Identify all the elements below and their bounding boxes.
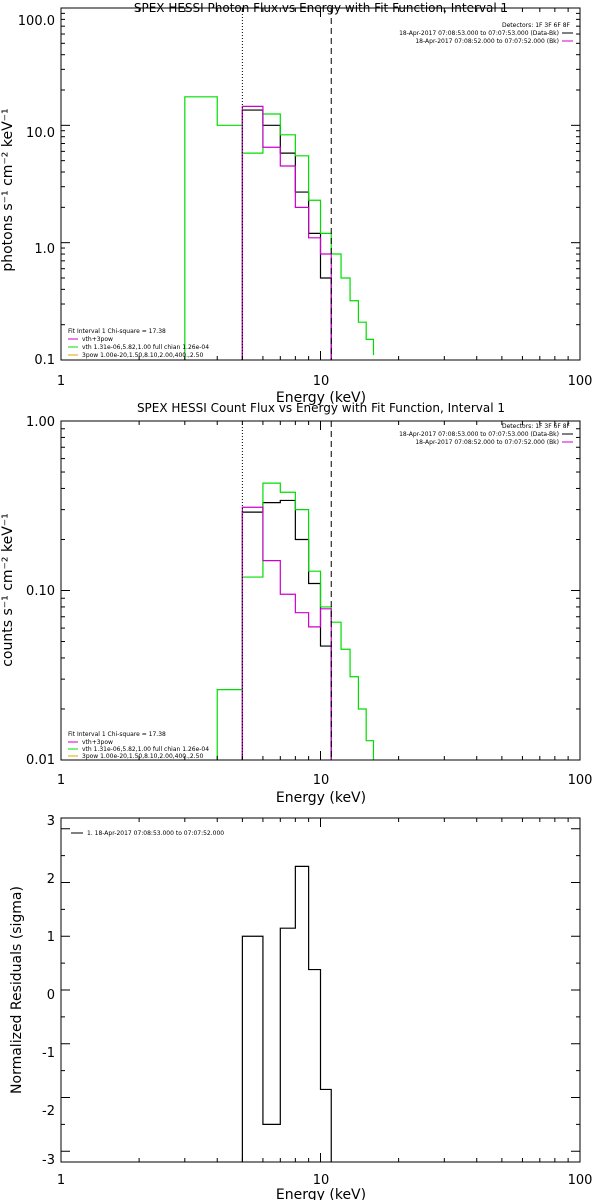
panel2-vlines (241, 421, 332, 760)
panel1-legend-data-bk: 18-Apr-2017 07:08:53.000 to 07:07:53.000… (399, 30, 559, 37)
panel3-y-tick-2: 2 (47, 872, 55, 887)
residuals-panel: 3 2 1 0 -1 -2 -3 1 10 100 Energy (keV) N… (9, 814, 592, 1200)
panel2-x-tick-100: 100 (568, 773, 593, 788)
panel2-y-tick-0.10: 0.10 (26, 584, 55, 599)
panel1-y-label: photons s⁻¹ cm⁻² keV⁻¹ (0, 108, 16, 271)
panel3-x-tick-100: 100 (568, 1173, 593, 1188)
panel2-series-1-step (216, 482, 375, 760)
panel1-series (184, 96, 375, 360)
panel1-series-1-step (184, 96, 375, 360)
panel2-legend-data-bk: 18-Apr-2017 07:08:53.000 to 07:07:53.000… (399, 431, 559, 438)
panel2-series-0-step (241, 499, 332, 760)
panel2-legend-fit-interval: Fit Interval 1 Chi-square = 17.38 (68, 731, 166, 738)
panel1-axes (60, 7, 581, 361)
panel1-y-tick-1.0: 1.0 (34, 242, 55, 257)
panel3-y-tick-minus1: -1 (42, 1046, 55, 1061)
panel2-y-label: counts s⁻¹ cm⁻² keV⁻¹ (0, 513, 16, 667)
panel3-legend: 1. 18-Apr-2017 07:08:53.000 to 07:07:52.… (71, 830, 224, 837)
panel1-series-2-step (241, 105, 332, 360)
panel1-x-tick-1: 1 (57, 374, 65, 389)
panel1-y-tick-0.1: 0.1 (34, 353, 55, 368)
panel1-legend-3pow: 3pow 1.00e-20,1.50,8.10,2.00,400.,2.50 (82, 352, 203, 359)
panel3-y-label: Normalized Residuals (sigma) (9, 886, 25, 1094)
panel2-axes (60, 420, 581, 761)
photon-flux-panel: SPEX HESSI Photon Flux vs Energy with Fi… (0, 1, 592, 406)
panel3-series (241, 865, 332, 1162)
panel1-vlines (241, 8, 332, 360)
panel2-y-tick-1.00: 1.00 (26, 415, 55, 430)
panel1-y-tick-100.0: 100.0 (18, 14, 55, 29)
panel1-frame (60, 7, 581, 361)
panel2-legend-vth3pow: vth+3pow (82, 739, 113, 746)
panel2-x-tick-1: 1 (57, 773, 65, 788)
panel2-y-tick-0.01: 0.01 (26, 753, 55, 768)
panel1-legend-bk: 18-Apr-2017 07:08:52.000 to 07:07:52.000… (415, 38, 559, 45)
panel2-legend-vth: vth 1.31e-06,5.82,1.00 full chian 1.26e-… (82, 746, 209, 753)
panel1-series-0-step (241, 109, 332, 360)
panel1-x-label: Energy (keV) (276, 390, 366, 406)
panel3-axes (60, 817, 581, 1163)
panel3-series-0-step (241, 865, 332, 1162)
panel1-legend-top-right: Detectors: 1F 3F 6F 8F 18-Apr-2017 07:08… (399, 22, 573, 45)
panel3-x-tick-10: 10 (313, 1173, 330, 1188)
count-flux-panel: SPEX HESSI Count Flux vs Energy with Fit… (0, 401, 592, 806)
panel2-legend-bk: 18-Apr-2017 07:08:52.000 to 07:07:52.000… (415, 439, 559, 446)
panel3-y-tick-minus3: -3 (42, 1153, 55, 1168)
panel3-y-tick-3: 3 (47, 814, 55, 829)
panel2-x-tick-10: 10 (313, 773, 330, 788)
panel1-legend-detectors: Detectors: 1F 3F 6F 8F (502, 22, 571, 29)
panel1-legend-vth: vth 1.31e-06,5.82,1.00 full chian 1.26e-… (82, 344, 209, 351)
panel2-series (216, 482, 375, 760)
panel2-series-2-step (241, 506, 332, 760)
panel3-y-tick-minus2: -2 (42, 1104, 55, 1119)
panel3-x-label: Energy (keV) (276, 1187, 366, 1200)
panel2-title: SPEX HESSI Count Flux vs Energy with Fit… (137, 401, 505, 415)
panel1-legend-fit-interval: Fit Interval 1 Chi-square = 17.38 (68, 328, 166, 335)
panel3-legend-label: 1. 18-Apr-2017 07:08:53.000 to 07:07:52.… (87, 830, 224, 837)
panel1-x-tick-100: 100 (568, 374, 593, 389)
panel3-y-tick-1: 1 (47, 930, 55, 945)
panel1-x-tick-10: 10 (313, 374, 330, 389)
panel1-legend-vth3pow: vth+3pow (82, 336, 113, 343)
panel2-legend-bottom-left: Fit Interval 1 Chi-square = 17.38 vth+3p… (68, 731, 209, 760)
panel3-y-tick-0: 0 (47, 988, 55, 1003)
panel2-legend-top-right: Detectors: 1F 3F 6F 8F 18-Apr-2017 07:08… (399, 423, 573, 446)
panel2-legend-detectors: Detectors: 1F 3F 6F 8F (502, 423, 571, 430)
panel2-x-label: Energy (keV) (276, 790, 366, 806)
panel2-legend-3pow: 3pow 1.00e-20,1.50,8.10,2.00,400.,2.50 (82, 753, 203, 760)
panel3-x-tick-1: 1 (57, 1173, 65, 1188)
panel1-legend-bottom-left: Fit Interval 1 Chi-square = 17.38 vth+3p… (68, 328, 209, 359)
panel1-y-tick-10.0: 10.0 (26, 126, 55, 141)
